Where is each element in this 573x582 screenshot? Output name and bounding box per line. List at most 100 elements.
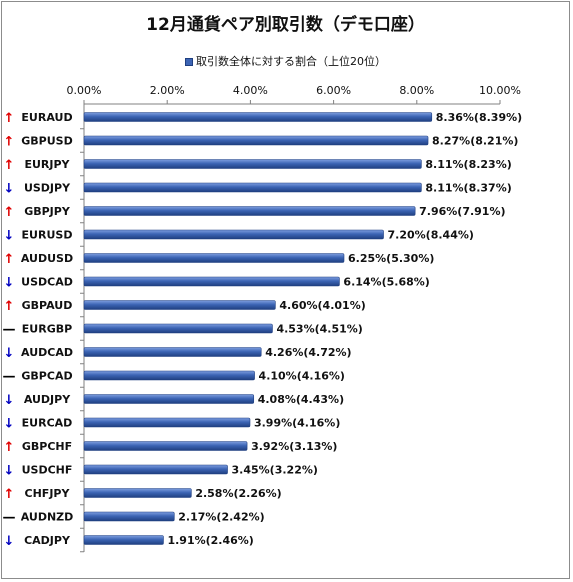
data-label: 3.99%(4.16%) bbox=[254, 417, 340, 430]
category-label: GBPAUD bbox=[22, 299, 73, 312]
data-label: 3.45%(3.22%) bbox=[232, 464, 318, 477]
trend-arrow-icon: ↑ bbox=[4, 135, 15, 150]
data-label: 4.60%(4.01%) bbox=[279, 299, 365, 312]
x-tick-label: 0.00% bbox=[67, 84, 102, 97]
category-label: AUDNZD bbox=[21, 511, 74, 524]
category-label: GBPUSD bbox=[21, 135, 72, 148]
trend-arrow-icon: ↑ bbox=[4, 440, 15, 455]
data-label: 7.96%(7.91%) bbox=[419, 205, 505, 218]
bar-row: ↑ CHFJPY 2.58%(2.26%) bbox=[4, 487, 282, 506]
legend: 取引数全体に対する割合（上位20位） bbox=[0, 53, 571, 69]
bar-row: ↑ EURAUD 8.36%(8.39%) bbox=[4, 111, 522, 130]
category-label: GBPCHF bbox=[22, 440, 72, 453]
bar bbox=[83, 323, 273, 334]
bar-row: ↑ GBPAUD 4.60%(4.01%) bbox=[4, 299, 366, 318]
bar bbox=[83, 253, 345, 263]
bar-row: ↑ EURJPY 8.11%(8.23%) bbox=[4, 158, 512, 177]
bar bbox=[83, 535, 164, 545]
trend-arrow-icon: ↓ bbox=[4, 182, 15, 197]
trend-arrow-icon: ↓ bbox=[4, 276, 15, 291]
data-label: 8.27%(8.21%) bbox=[432, 135, 518, 148]
x-axis: 0.00% 2.00% 4.00% 6.00% 8.00% 10.00% bbox=[67, 84, 521, 552]
trend-arrow-icon: — bbox=[3, 511, 16, 526]
category-label: USDCAD bbox=[21, 276, 73, 289]
data-label: 1.91%(2.46%) bbox=[167, 534, 253, 547]
chart-title: 12月通貨ペア別取引数（デモ口座） bbox=[146, 15, 425, 35]
trend-arrow-icon: ↑ bbox=[4, 158, 15, 173]
category-label: EURJPY bbox=[24, 158, 70, 171]
trend-arrow-icon: ↑ bbox=[4, 252, 15, 267]
bar-row: ↓ EURCAD 3.99%(4.16%) bbox=[4, 417, 340, 435]
data-label: 7.20%(8.44%) bbox=[388, 229, 474, 242]
trend-arrow-icon: ↑ bbox=[4, 487, 15, 502]
bar bbox=[83, 488, 192, 498]
bars: ↑ EURAUD 8.36%(8.39%) ↑ GBPUSD 8.27%(8.21%) ↑ E… bbox=[3, 111, 522, 553]
data-label: 6.14%(5.68%) bbox=[343, 276, 429, 289]
category-label: AUDCAD bbox=[21, 346, 73, 359]
trend-arrow-icon: ↓ bbox=[4, 229, 15, 244]
bar-row: ↓ USDCHF 3.45%(3.22%) bbox=[4, 464, 318, 482]
x-tick-label: 6.00% bbox=[316, 84, 351, 97]
bar-row: ↑ GBPCHF 3.92%(3.13%) bbox=[4, 440, 337, 459]
trend-arrow-icon: ↑ bbox=[4, 205, 15, 220]
bar-row: — AUDNZD 2.17%(2.42%) bbox=[3, 511, 265, 529]
bar bbox=[83, 347, 262, 357]
data-label: 6.25%(5.30%) bbox=[348, 252, 434, 265]
bar-row: — EURGBP 4.53%(4.51%) bbox=[3, 323, 363, 341]
category-label: AUDJPY bbox=[24, 393, 71, 406]
bar bbox=[83, 112, 433, 122]
bar bbox=[83, 159, 422, 169]
trend-arrow-icon: ↓ bbox=[4, 534, 15, 549]
bar-row: ↓ CADJPY 1.91%(2.46%) bbox=[4, 534, 254, 553]
category-label: GBPJPY bbox=[24, 205, 71, 218]
bar bbox=[83, 417, 251, 428]
trend-arrow-icon: ↑ bbox=[4, 299, 15, 314]
bar-row: ↓ EURUSD 7.20%(8.44%) bbox=[4, 229, 474, 247]
trend-arrow-icon: ↑ bbox=[4, 111, 15, 126]
data-label: 3.92%(3.13%) bbox=[251, 440, 337, 453]
legend-swatch bbox=[185, 58, 193, 66]
data-label: 8.36%(8.39%) bbox=[436, 111, 522, 124]
category-label: CADJPY bbox=[24, 534, 71, 547]
category-label: EURAUD bbox=[21, 111, 72, 124]
bar bbox=[83, 182, 422, 193]
bar bbox=[83, 441, 248, 451]
x-tick-label: 4.00% bbox=[233, 84, 268, 97]
trend-arrow-icon: ↓ bbox=[4, 417, 15, 432]
bar-row: ↑ GBPUSD 8.27%(8.21%) bbox=[4, 135, 518, 153]
data-label: 4.53%(4.51%) bbox=[276, 323, 362, 336]
category-label: USDCHF bbox=[22, 464, 73, 477]
category-label: EURCAD bbox=[22, 417, 73, 430]
data-label: 4.10%(4.16%) bbox=[259, 370, 345, 383]
bar-row: ↓ AUDCAD 4.26%(4.72%) bbox=[4, 346, 352, 365]
data-label: 2.58%(2.26%) bbox=[195, 487, 281, 500]
bar bbox=[83, 511, 175, 522]
trend-arrow-icon: — bbox=[3, 370, 16, 385]
data-label: 4.26%(4.72%) bbox=[265, 346, 351, 359]
bar-row: ↑ AUDUSD 6.25%(5.30%) bbox=[4, 252, 434, 271]
trend-arrow-icon: ↓ bbox=[4, 346, 15, 361]
bar bbox=[83, 135, 429, 146]
data-label: 4.08%(4.43%) bbox=[258, 393, 344, 406]
trend-arrow-icon: — bbox=[3, 323, 16, 338]
bar bbox=[83, 300, 276, 310]
data-label: 8.11%(8.23%) bbox=[425, 158, 511, 171]
bar-row: ↓ USDCAD 6.14%(5.68%) bbox=[4, 276, 430, 294]
category-label: CHFJPY bbox=[25, 487, 71, 500]
bar bbox=[83, 370, 255, 381]
x-tick-label: 10.00% bbox=[479, 84, 521, 97]
bar bbox=[83, 464, 228, 475]
bar bbox=[83, 394, 255, 404]
bar bbox=[83, 276, 340, 287]
category-label: AUDUSD bbox=[21, 252, 73, 265]
trend-arrow-icon: ↓ bbox=[4, 393, 15, 408]
data-label: 8.11%(8.37%) bbox=[425, 182, 511, 195]
bar-row: ↓ USDJPY 8.11%(8.37%) bbox=[4, 182, 512, 200]
bar-row: ↑ GBPJPY 7.96%(7.91%) bbox=[4, 205, 506, 224]
bar-row: ↓ AUDJPY 4.08%(4.43%) bbox=[4, 393, 344, 412]
category-label: EURUSD bbox=[22, 229, 73, 242]
bar-row: — GBPCAD 4.10%(4.16%) bbox=[3, 370, 345, 388]
legend-label: 取引数全体に対する割合（上位20位） bbox=[196, 55, 386, 68]
